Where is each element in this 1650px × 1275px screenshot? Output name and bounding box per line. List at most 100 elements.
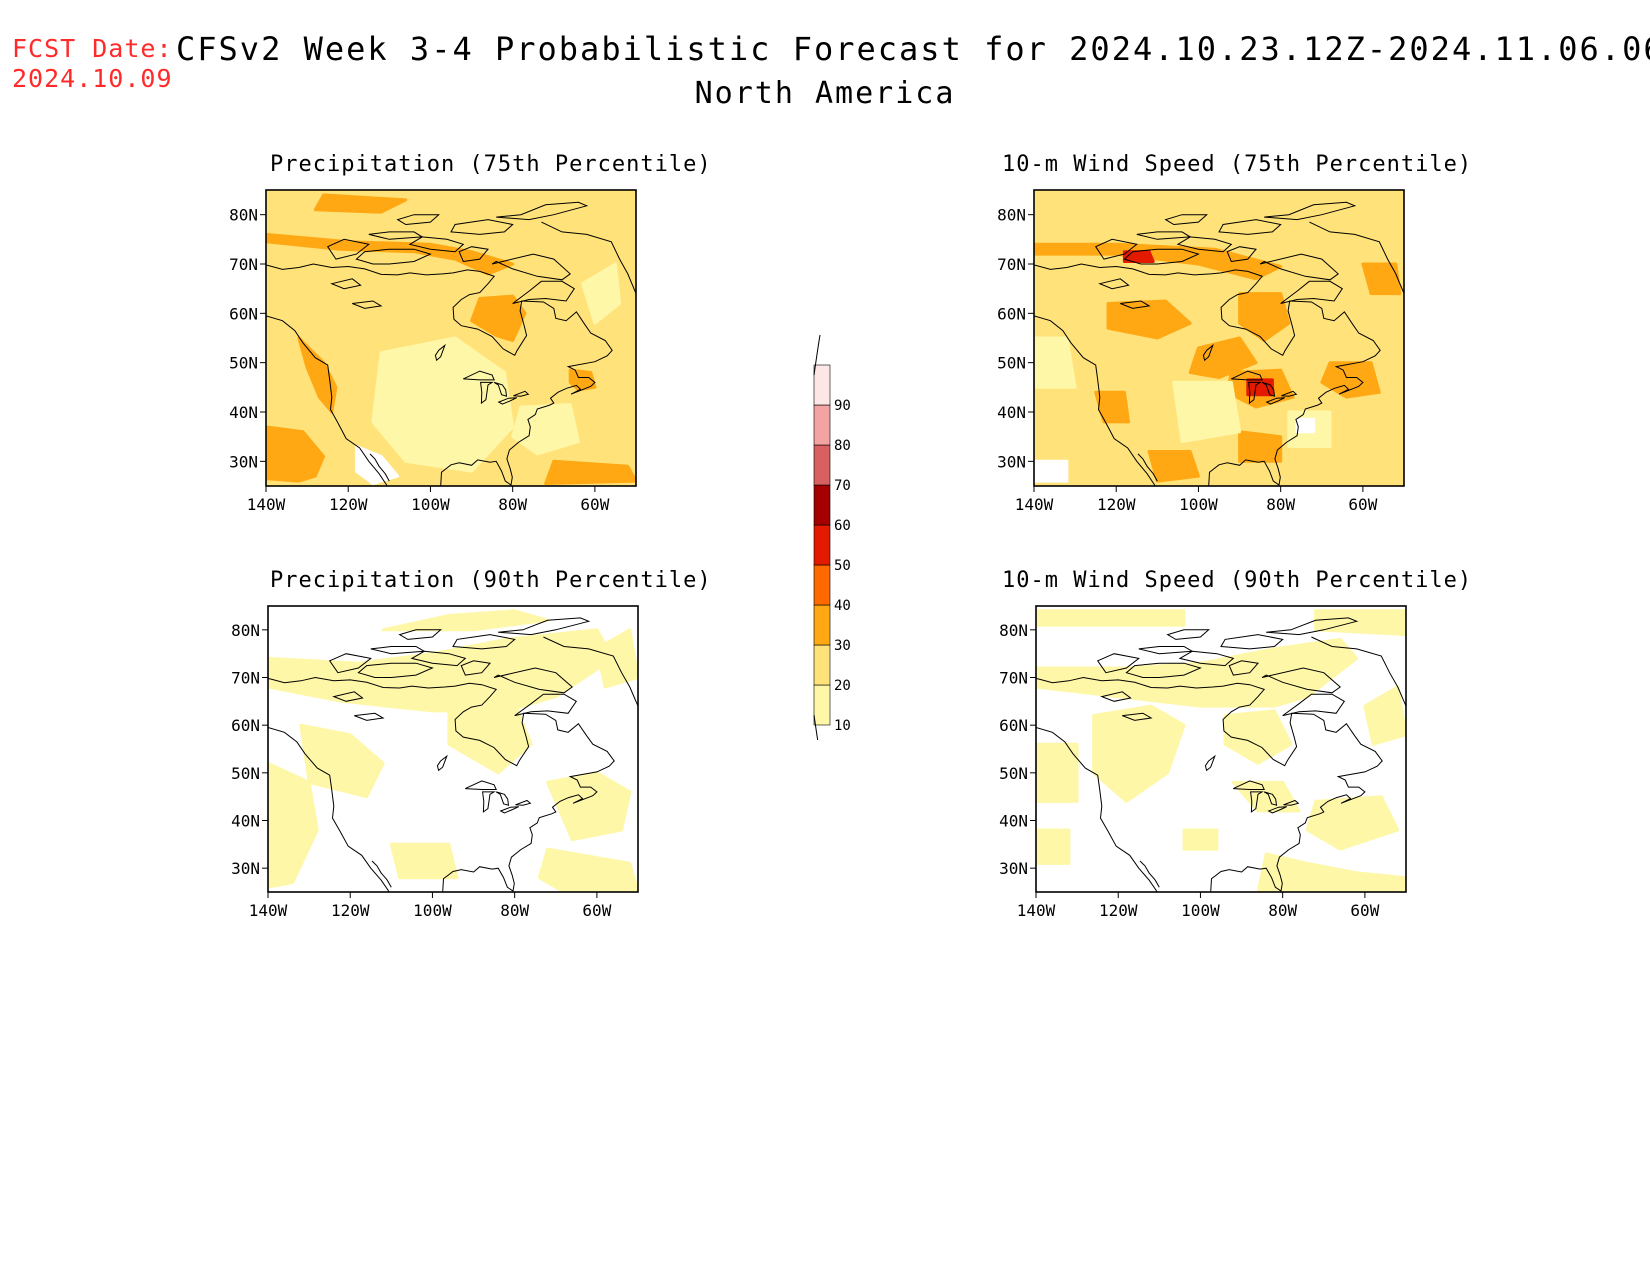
probability-region-light [299, 723, 385, 799]
lat-tick-label: 50N [997, 354, 1026, 373]
lake-outline [436, 754, 448, 772]
lat-tick-label: 70N [231, 669, 260, 688]
lake-outline [1202, 343, 1214, 362]
lon-tick-label: 100W [1179, 495, 1218, 514]
lake-outline [1267, 806, 1288, 814]
lon-tick-label: 60W [1350, 901, 1379, 920]
lake-outline [330, 278, 362, 290]
page-title: CFSv2 Week 3-4 Probabilistic Forecast fo… [176, 30, 1650, 68]
coastline-arctic-island [1176, 236, 1233, 253]
coastline-arctic-island [493, 667, 574, 694]
lake-outline [1100, 691, 1132, 702]
coastline-arctic-island [1166, 629, 1211, 640]
probability-region-orange [1320, 361, 1381, 399]
probability-region-orange [568, 368, 597, 392]
coastline-arctic-island [1123, 248, 1200, 265]
probability-region-light [268, 761, 319, 889]
lon-tick-label: 80W [498, 495, 527, 514]
colorbar-label: 40 [834, 598, 851, 614]
probability-region-orange [1238, 430, 1283, 463]
colorbar-segment [813, 444, 831, 486]
lake-outline [1250, 791, 1264, 813]
probability-region-white [1295, 417, 1316, 434]
lake-outline [352, 300, 383, 309]
map-background [1034, 190, 1404, 486]
colorbar-top-cap [813, 334, 821, 376]
lon-tick-label: 80W [1268, 901, 1297, 920]
probability-region-light [381, 609, 550, 632]
lat-tick-label: 50N [999, 764, 1028, 783]
coastline-arctic-island [1096, 653, 1140, 674]
coastline-greenland [1311, 636, 1406, 707]
region-subtitle: North America [694, 76, 956, 111]
probability-region-light [1256, 852, 1406, 892]
lake-outline [1263, 791, 1278, 806]
probability-region-red [1122, 250, 1155, 263]
colorbar-segment [813, 404, 831, 446]
probability-region-light [1314, 609, 1406, 637]
lat-tick-label: 60N [997, 304, 1026, 323]
colorbar-label: 80 [834, 438, 851, 454]
colorbar-label: 50 [834, 558, 851, 574]
probability-region-orange [470, 294, 527, 342]
probability-region-orange [266, 425, 326, 483]
lat-tick-label: 70N [999, 669, 1028, 688]
map-background [1036, 606, 1406, 892]
probability-region-orange [1147, 450, 1200, 483]
map-frame [1035, 605, 1407, 893]
lon-tick-label: 60W [582, 901, 611, 920]
colorbar-label: 60 [834, 518, 851, 534]
coastline-arctic-island [355, 248, 432, 265]
probability-region-light [1034, 336, 1077, 389]
lake-outline [513, 390, 530, 397]
coastline-greenland [541, 221, 636, 294]
lat-tick-label: 80N [999, 621, 1028, 640]
lon-tick-label: 120W [329, 495, 368, 514]
probability-region-light [1305, 795, 1400, 851]
colorbar-bottom-cap [813, 714, 819, 740]
coastline-arctic-island [496, 201, 589, 221]
lon-tick-label: 120W [331, 901, 370, 920]
coastline-arctic-island [460, 660, 491, 676]
coastline-arctic-island [1138, 646, 1194, 655]
lon-tick-label: 140W [247, 495, 286, 514]
lat-tick-label: 80N [231, 621, 260, 640]
probability-region-orange [1094, 390, 1131, 424]
probability-region-orange [313, 193, 408, 214]
colorbar-label: 10 [834, 718, 851, 734]
probability-region-light [511, 403, 580, 456]
lat-tick-label: 50N [229, 354, 258, 373]
coastline-baja [371, 860, 392, 888]
lake-outline [1281, 390, 1298, 397]
lon-tick-label: 140W [249, 901, 288, 920]
coastline-arctic-island [450, 219, 514, 235]
lake-outline [1120, 300, 1151, 309]
lat-tick-label: 40N [997, 403, 1026, 422]
lake-outline [1098, 278, 1130, 290]
map-frame [267, 605, 639, 893]
probability-region-orange [1106, 299, 1192, 340]
coastline-baja [1139, 860, 1160, 888]
coastline-east [1036, 676, 1383, 892]
lon-tick-label: 80W [500, 901, 529, 920]
coastline-arctic-island [396, 214, 441, 226]
panel-title-precip-90: Precipitation (90th Percentile) [270, 568, 712, 593]
lon-tick-label: 100W [411, 495, 450, 514]
lat-tick-label: 70N [997, 255, 1026, 274]
lake-outline [1231, 370, 1263, 381]
probability-region-light [1182, 828, 1219, 851]
coastline-arctic-island [498, 617, 591, 636]
lake-outline [1265, 397, 1286, 405]
lat-tick-label: 30N [229, 452, 258, 471]
coastline-arctic-island [410, 650, 467, 667]
coastline-arctic-island [398, 629, 443, 640]
coastline-arctic-island [1094, 238, 1138, 260]
coastline-arctic-island [1259, 253, 1339, 281]
lat-tick-label: 80N [997, 206, 1026, 225]
coastline-arctic-island [491, 253, 571, 281]
lake-outline [495, 791, 510, 806]
coastline-arctic-island [1164, 214, 1209, 226]
colorbar-label: 30 [834, 638, 851, 654]
probability-region-light [546, 771, 632, 842]
probability-region-orange [544, 459, 636, 485]
